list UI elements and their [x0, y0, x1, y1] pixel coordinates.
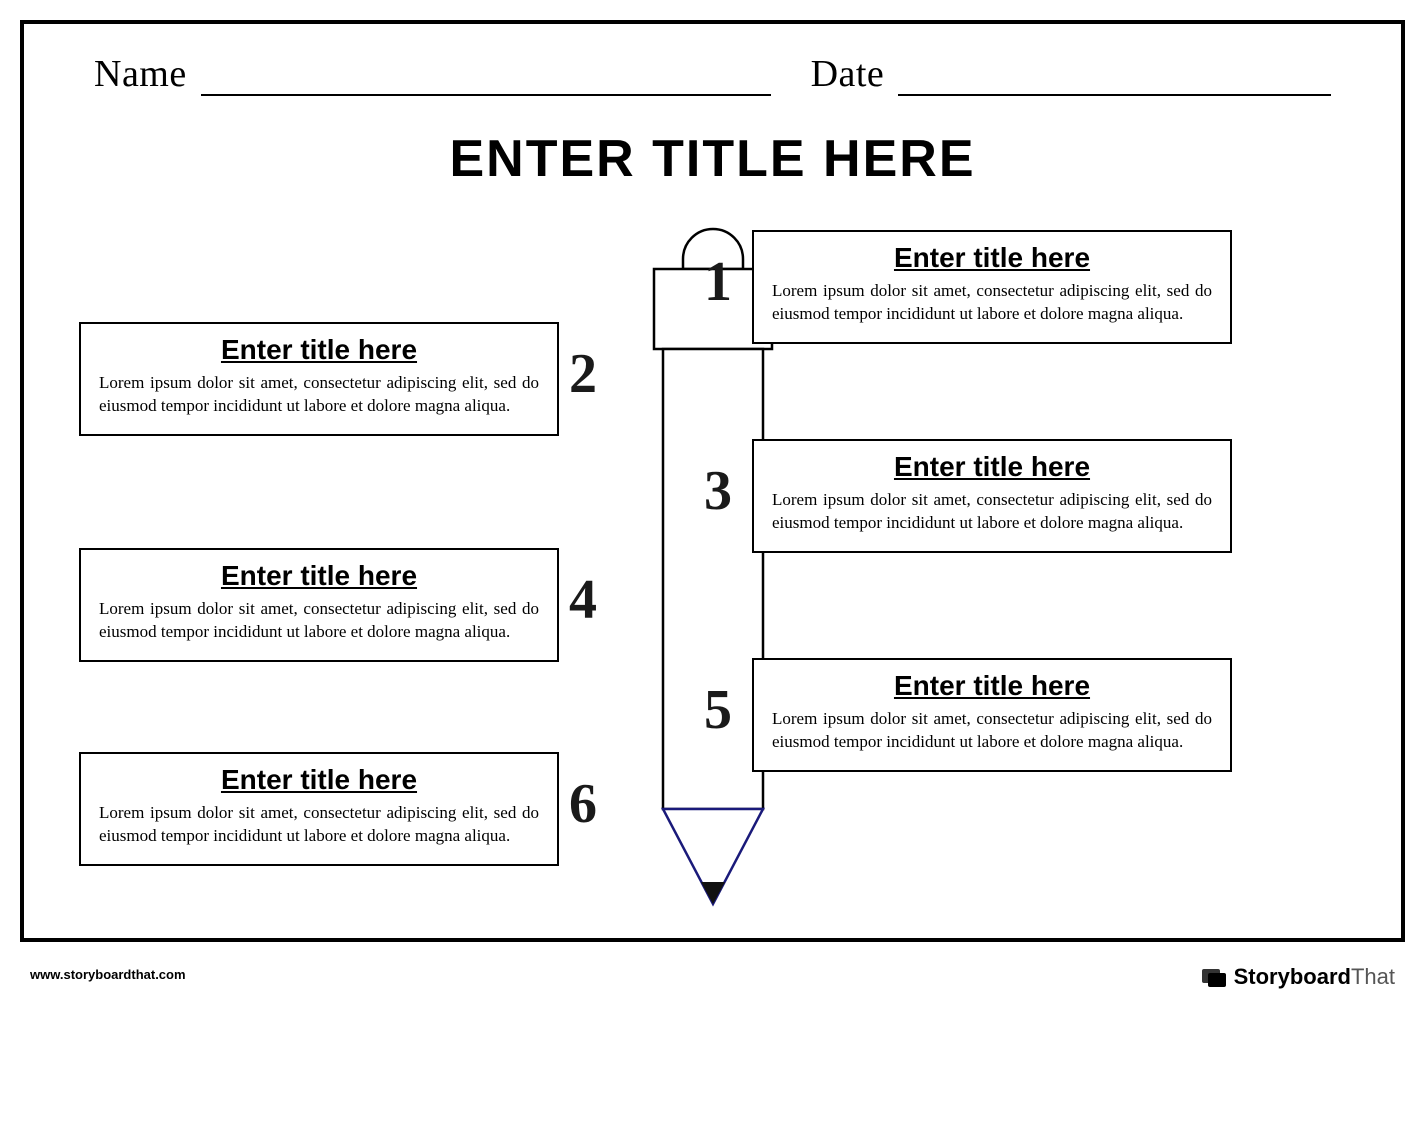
step-number-1: 1: [704, 250, 732, 314]
info-box-title[interactable]: Enter title here: [772, 242, 1212, 274]
brand-text: StoryboardThat: [1234, 964, 1395, 990]
date-input-line[interactable]: [898, 66, 1331, 96]
step-number-4: 4: [569, 568, 597, 632]
info-box-body[interactable]: Lorem ipsum dolor sit amet, consectetur …: [99, 372, 539, 418]
info-box-title[interactable]: Enter title here: [772, 451, 1212, 483]
storyboard-icon: [1202, 966, 1228, 988]
info-box-title[interactable]: Enter title here: [99, 764, 539, 796]
date-label: Date: [811, 52, 885, 96]
page-title[interactable]: ENTER TITLE HERE: [24, 129, 1401, 189]
step-number-2: 2: [569, 342, 597, 406]
step-number-3: 3: [704, 459, 732, 523]
header-row: Name Date: [94, 52, 1331, 96]
info-box-title[interactable]: Enter title here: [99, 560, 539, 592]
date-field-group: Date: [811, 52, 1331, 96]
info-box-3[interactable]: Enter title here Lorem ipsum dolor sit am…: [752, 439, 1232, 553]
info-box-body[interactable]: Lorem ipsum dolor sit amet, consectetur …: [99, 802, 539, 848]
step-number-5: 5: [704, 678, 732, 742]
info-box-body[interactable]: Lorem ipsum dolor sit amet, consectetur …: [99, 598, 539, 644]
worksheet-page: Name Date ENTER TITLE HERE Enter title h…: [20, 20, 1405, 942]
info-box-4[interactable]: Enter title here Lorem ipsum dolor sit am…: [79, 548, 559, 662]
footer-url: www.storyboardthat.com: [30, 967, 186, 982]
brand-bold: Storyboard: [1234, 964, 1351, 989]
info-box-5[interactable]: Enter title here Lorem ipsum dolor sit am…: [752, 658, 1232, 772]
info-box-body[interactable]: Lorem ipsum dolor sit amet, consectetur …: [772, 280, 1212, 326]
name-field-group: Name: [94, 52, 771, 96]
info-box-6[interactable]: Enter title here Lorem ipsum dolor sit am…: [79, 752, 559, 866]
info-box-title[interactable]: Enter title here: [99, 334, 539, 366]
brand-logo: StoryboardThat: [1202, 964, 1395, 990]
name-label: Name: [94, 52, 187, 96]
info-box-title[interactable]: Enter title here: [772, 670, 1212, 702]
info-box-2[interactable]: Enter title here Lorem ipsum dolor sit am…: [79, 322, 559, 436]
info-box-body[interactable]: Lorem ipsum dolor sit amet, consectetur …: [772, 708, 1212, 754]
brand-thin: That: [1351, 964, 1395, 989]
info-box-body[interactable]: Lorem ipsum dolor sit amet, consectetur …: [772, 489, 1212, 535]
step-number-6: 6: [569, 772, 597, 836]
info-box-1[interactable]: Enter title here Lorem ipsum dolor sit am…: [752, 230, 1232, 344]
name-input-line[interactable]: [201, 66, 771, 96]
